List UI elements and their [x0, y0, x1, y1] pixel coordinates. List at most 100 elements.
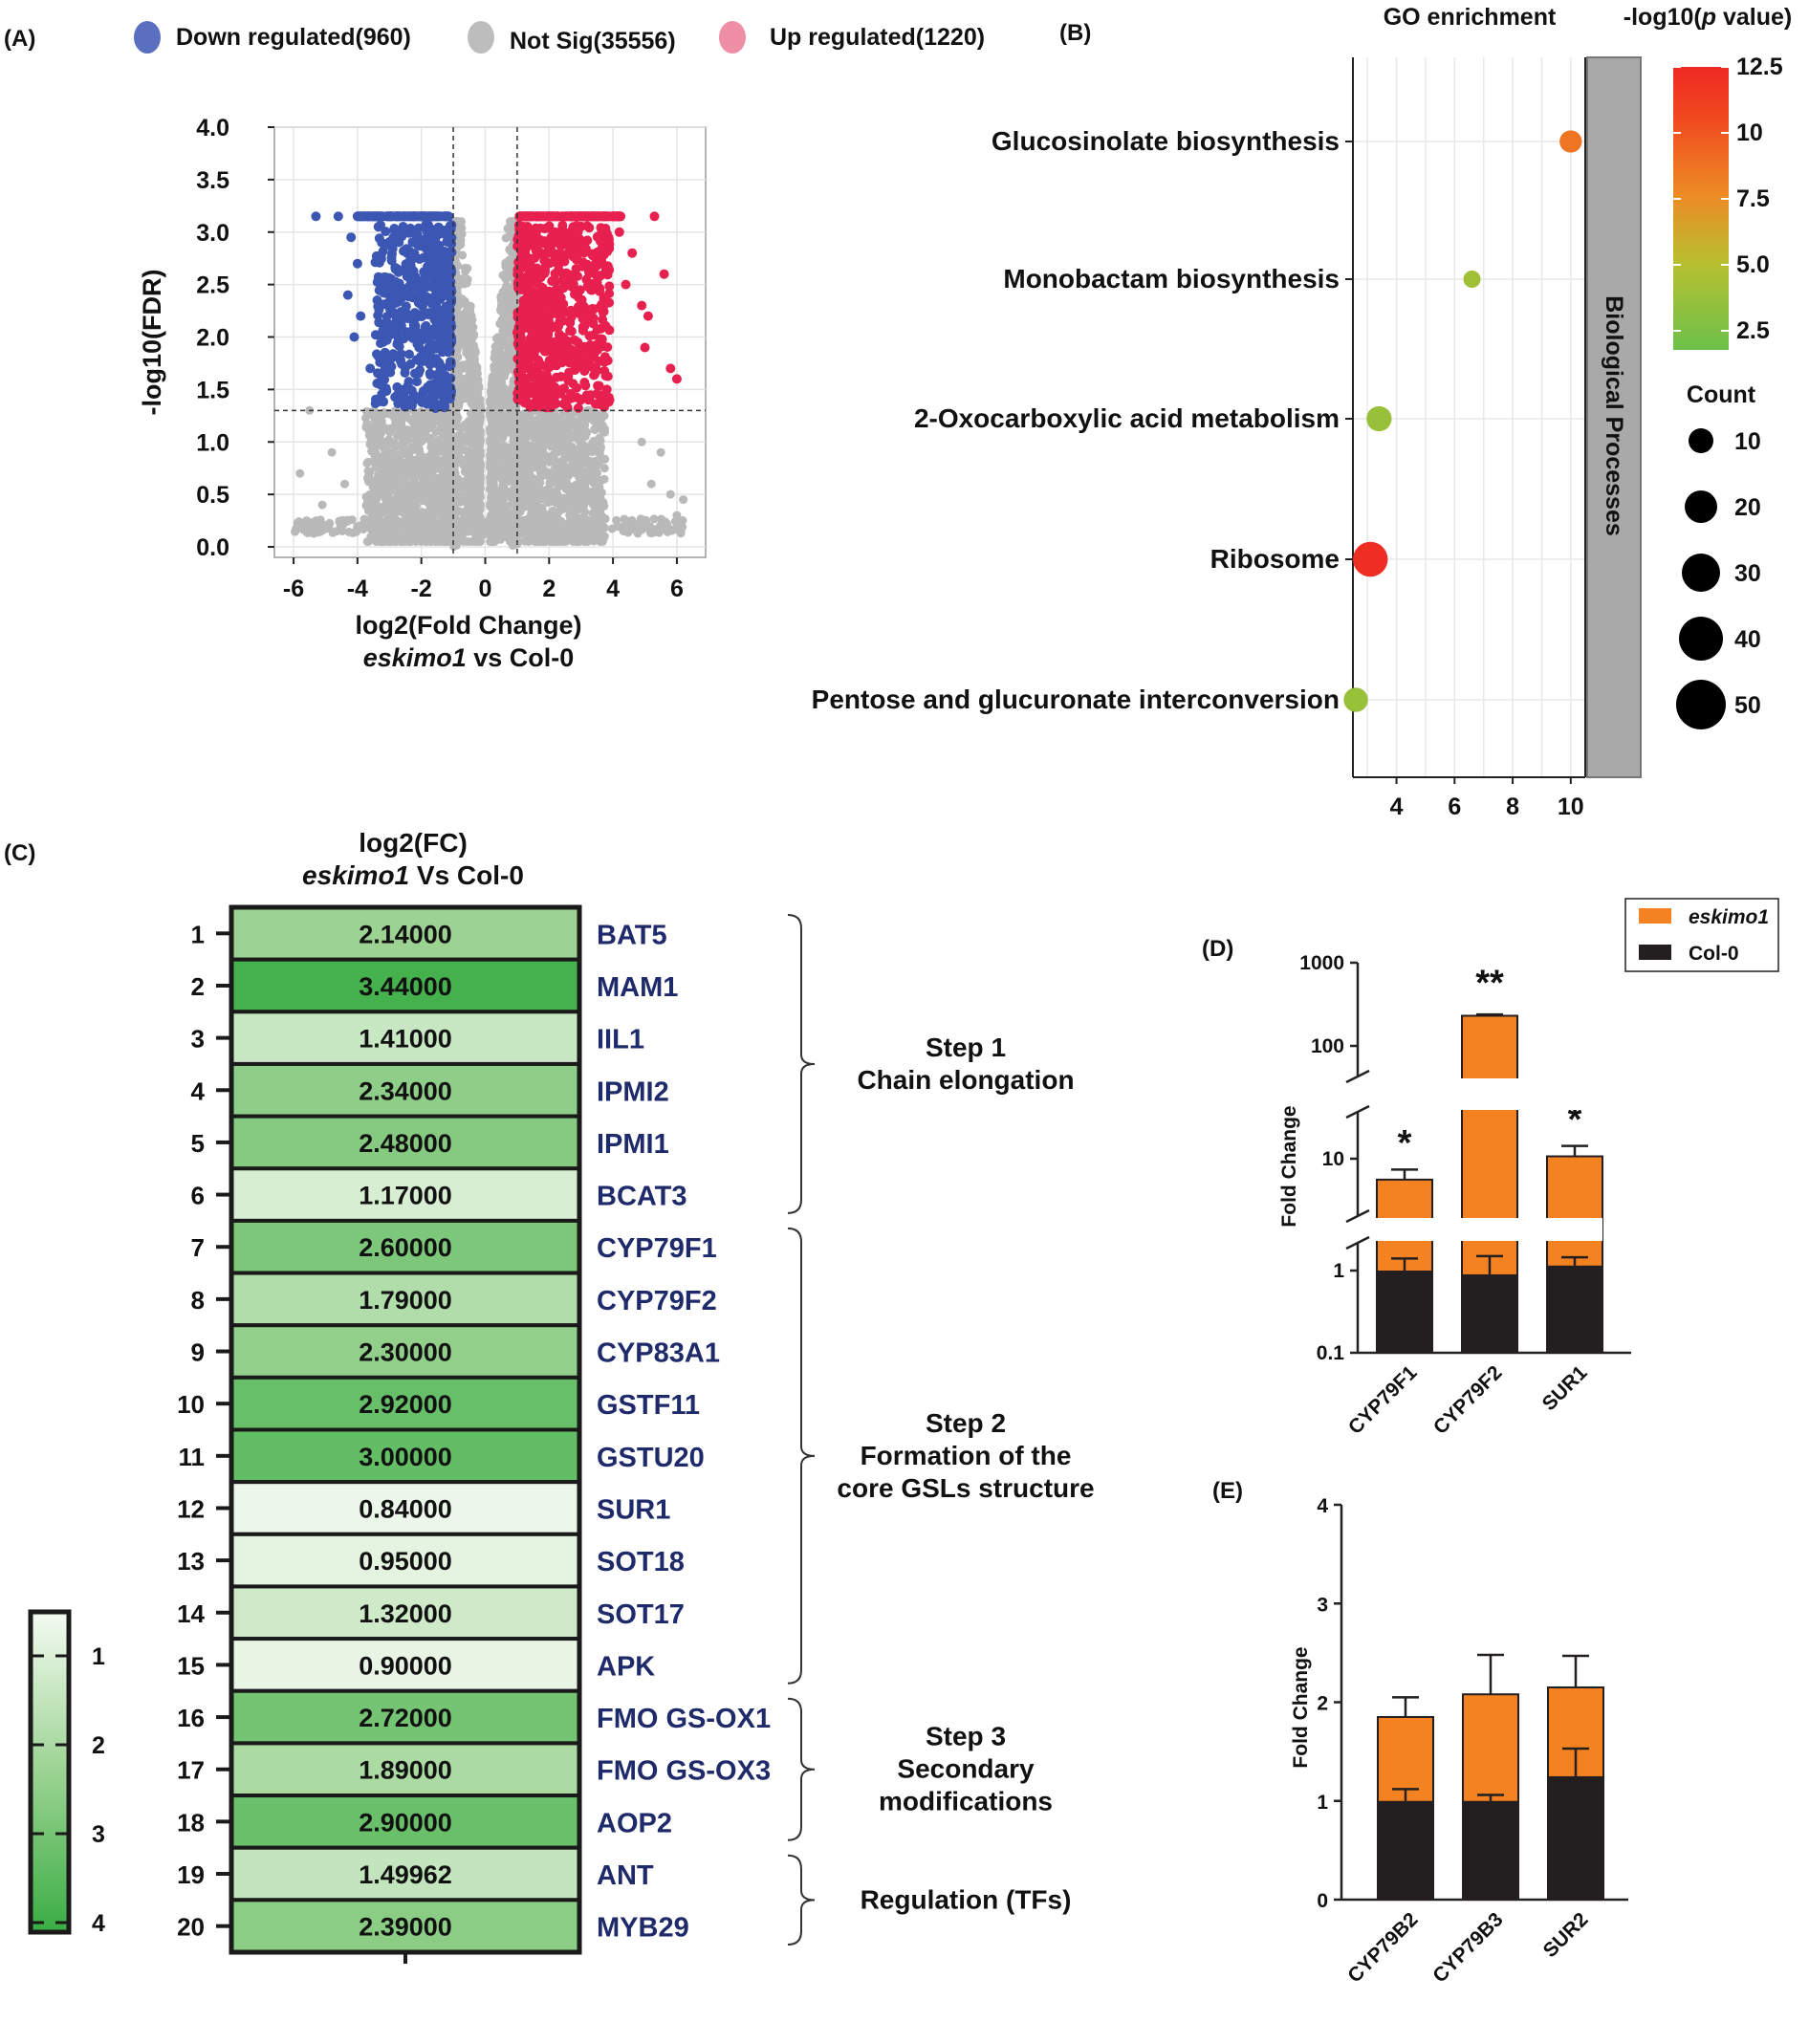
ns-point	[430, 463, 440, 472]
ns-point	[598, 537, 607, 546]
ns-point	[532, 537, 541, 546]
ns-point	[418, 508, 427, 517]
ns-point	[317, 500, 327, 510]
ns-point	[540, 486, 550, 495]
ns-point	[409, 419, 419, 428]
ns-point	[588, 438, 598, 447]
down-point	[422, 282, 432, 293]
down-point	[356, 311, 366, 321]
ns-point	[370, 450, 380, 460]
ns-point	[600, 427, 609, 437]
volcano-y-title: -log10(FDR)	[138, 270, 166, 416]
ns-point	[449, 500, 459, 510]
down-point	[373, 272, 383, 282]
ns-point	[438, 475, 447, 485]
up-point	[519, 249, 530, 259]
ns-point	[663, 522, 672, 532]
down-point	[378, 337, 388, 347]
up-point	[519, 276, 530, 287]
ns-point	[494, 446, 504, 455]
up-point	[568, 379, 578, 389]
ns-point	[410, 478, 420, 488]
ns-point	[365, 440, 375, 449]
volcano-y-ticks: 0.00.51.01.52.02.53.03.54.0	[196, 115, 274, 561]
down-point	[446, 318, 456, 329]
legend-up-marker	[719, 21, 746, 54]
down-point	[424, 342, 434, 353]
ns-point	[512, 410, 521, 420]
size-legend-label: 10	[1734, 428, 1761, 455]
panel-b-label: (B)	[1059, 20, 1091, 46]
down-point	[421, 320, 431, 331]
down-point	[378, 325, 388, 336]
ns-point	[470, 396, 480, 405]
ns-point	[556, 517, 566, 526]
up-point	[550, 269, 560, 279]
ns-point	[552, 468, 560, 477]
ns-point	[552, 447, 561, 457]
ns-point	[328, 528, 338, 537]
down-point	[372, 295, 382, 305]
heatmap-subtitle-italic: eskimo1	[302, 860, 409, 890]
legend-down-marker	[134, 21, 161, 54]
ns-point	[578, 469, 587, 479]
up-point	[627, 248, 638, 258]
up-point	[561, 211, 572, 222]
down-point	[396, 320, 406, 331]
legend-down-label: Down regulated(960)	[176, 24, 411, 51]
ns-point	[363, 474, 373, 483]
down-point	[425, 380, 435, 390]
down-point	[381, 386, 392, 396]
up-point	[567, 393, 578, 403]
ns-point	[395, 477, 404, 487]
ns-point	[456, 527, 466, 536]
ns-point	[534, 424, 544, 434]
ns-point	[406, 494, 415, 504]
go-term-label: Glucosinolate biosynthesis	[992, 126, 1340, 156]
colorbar-tick-label: 10	[1736, 120, 1763, 146]
ns-point	[471, 412, 481, 422]
ns-point	[584, 411, 594, 421]
ns-point	[440, 428, 449, 438]
size-legend-dot	[1689, 428, 1713, 453]
ns-point	[501, 274, 511, 284]
down-point	[422, 353, 432, 363]
ns-point	[380, 529, 389, 538]
y-tick-label: 3.5	[196, 167, 229, 194]
ns-point	[594, 446, 603, 455]
up-point	[595, 283, 605, 294]
up-point	[548, 382, 558, 393]
ns-point	[656, 447, 665, 457]
ns-point	[525, 422, 534, 430]
ns-point	[575, 528, 584, 537]
down-point	[425, 368, 435, 379]
down-point	[405, 288, 416, 297]
down-point	[397, 397, 407, 406]
up-point	[520, 352, 531, 362]
volcano-subtitle-rest: vs Col-0	[467, 643, 575, 672]
up-point	[525, 257, 535, 268]
up-point	[519, 299, 529, 310]
down-point	[430, 323, 441, 334]
y-tick-label: 4.0	[196, 115, 229, 141]
ns-point	[383, 491, 393, 501]
heatmap-subtitle: eskimo1 Vs Col-0	[302, 860, 524, 890]
up-point	[578, 355, 587, 365]
up-point	[517, 387, 528, 398]
ns-point	[537, 412, 547, 422]
ns-point	[450, 460, 460, 469]
ns-point	[463, 274, 472, 284]
down-point	[311, 211, 321, 222]
down-point	[333, 211, 343, 222]
ns-point	[542, 435, 551, 445]
ns-point	[401, 445, 410, 454]
down-point	[443, 211, 452, 222]
ns-point	[466, 307, 474, 316]
ns-point	[531, 442, 540, 451]
down-point	[381, 354, 391, 364]
down-point	[412, 239, 423, 250]
ns-point	[395, 522, 404, 532]
down-point	[434, 275, 445, 286]
ns-point	[452, 422, 462, 431]
ns-point	[430, 449, 440, 459]
